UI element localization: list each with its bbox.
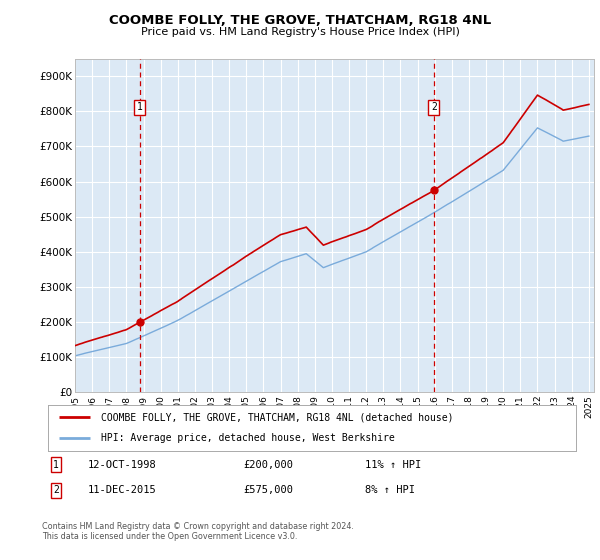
Text: COOMBE FOLLY, THE GROVE, THATCHAM, RG18 4NL (detached house): COOMBE FOLLY, THE GROVE, THATCHAM, RG18 … bbox=[101, 412, 454, 422]
Text: £200,000: £200,000 bbox=[244, 460, 293, 469]
Text: COOMBE FOLLY, THE GROVE, THATCHAM, RG18 4NL: COOMBE FOLLY, THE GROVE, THATCHAM, RG18 … bbox=[109, 14, 491, 27]
Text: 11% ↑ HPI: 11% ↑ HPI bbox=[365, 460, 421, 469]
Text: 8% ↑ HPI: 8% ↑ HPI bbox=[365, 486, 415, 495]
Text: 11-DEC-2015: 11-DEC-2015 bbox=[88, 486, 157, 495]
Text: 2: 2 bbox=[431, 102, 437, 112]
Text: Price paid vs. HM Land Registry's House Price Index (HPI): Price paid vs. HM Land Registry's House … bbox=[140, 27, 460, 38]
Text: 2: 2 bbox=[53, 486, 59, 495]
Text: 12-OCT-1998: 12-OCT-1998 bbox=[88, 460, 157, 469]
Text: HPI: Average price, detached house, West Berkshire: HPI: Average price, detached house, West… bbox=[101, 433, 395, 444]
Text: Contains HM Land Registry data © Crown copyright and database right 2024.
This d: Contains HM Land Registry data © Crown c… bbox=[42, 522, 354, 542]
Text: £575,000: £575,000 bbox=[244, 486, 293, 495]
Text: 1: 1 bbox=[137, 102, 143, 112]
Text: 1: 1 bbox=[53, 460, 59, 469]
